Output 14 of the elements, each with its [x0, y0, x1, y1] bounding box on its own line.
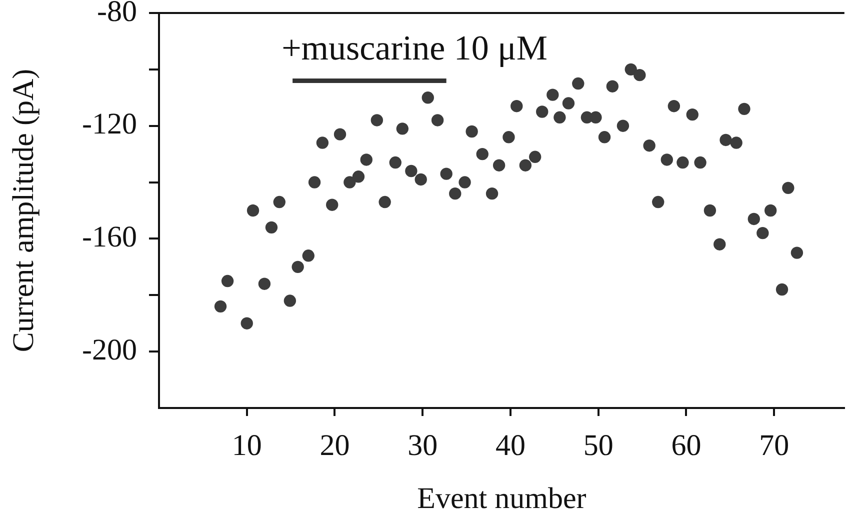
x-tick-label: 60 [671, 428, 702, 462]
x-tick-label: 30 [408, 428, 438, 462]
y-tick-label: -120 [82, 108, 137, 141]
x-tick-label: 70 [759, 428, 790, 462]
x-axis-title: Event number [417, 482, 586, 515]
x-tick-label: 50 [583, 428, 614, 462]
y-tick-label: -200 [82, 333, 137, 366]
x-tick-label: 10 [232, 428, 262, 462]
x-tick-label: 40 [495, 428, 526, 462]
x-tick-label: 20 [320, 428, 350, 462]
y-axis-title: Current amplitude (pA) [6, 68, 40, 352]
y-tick-label: -80 [97, 0, 137, 28]
annotation: +muscarine 10 μM [282, 28, 548, 68]
y-tick-label: -160 [82, 220, 137, 254]
